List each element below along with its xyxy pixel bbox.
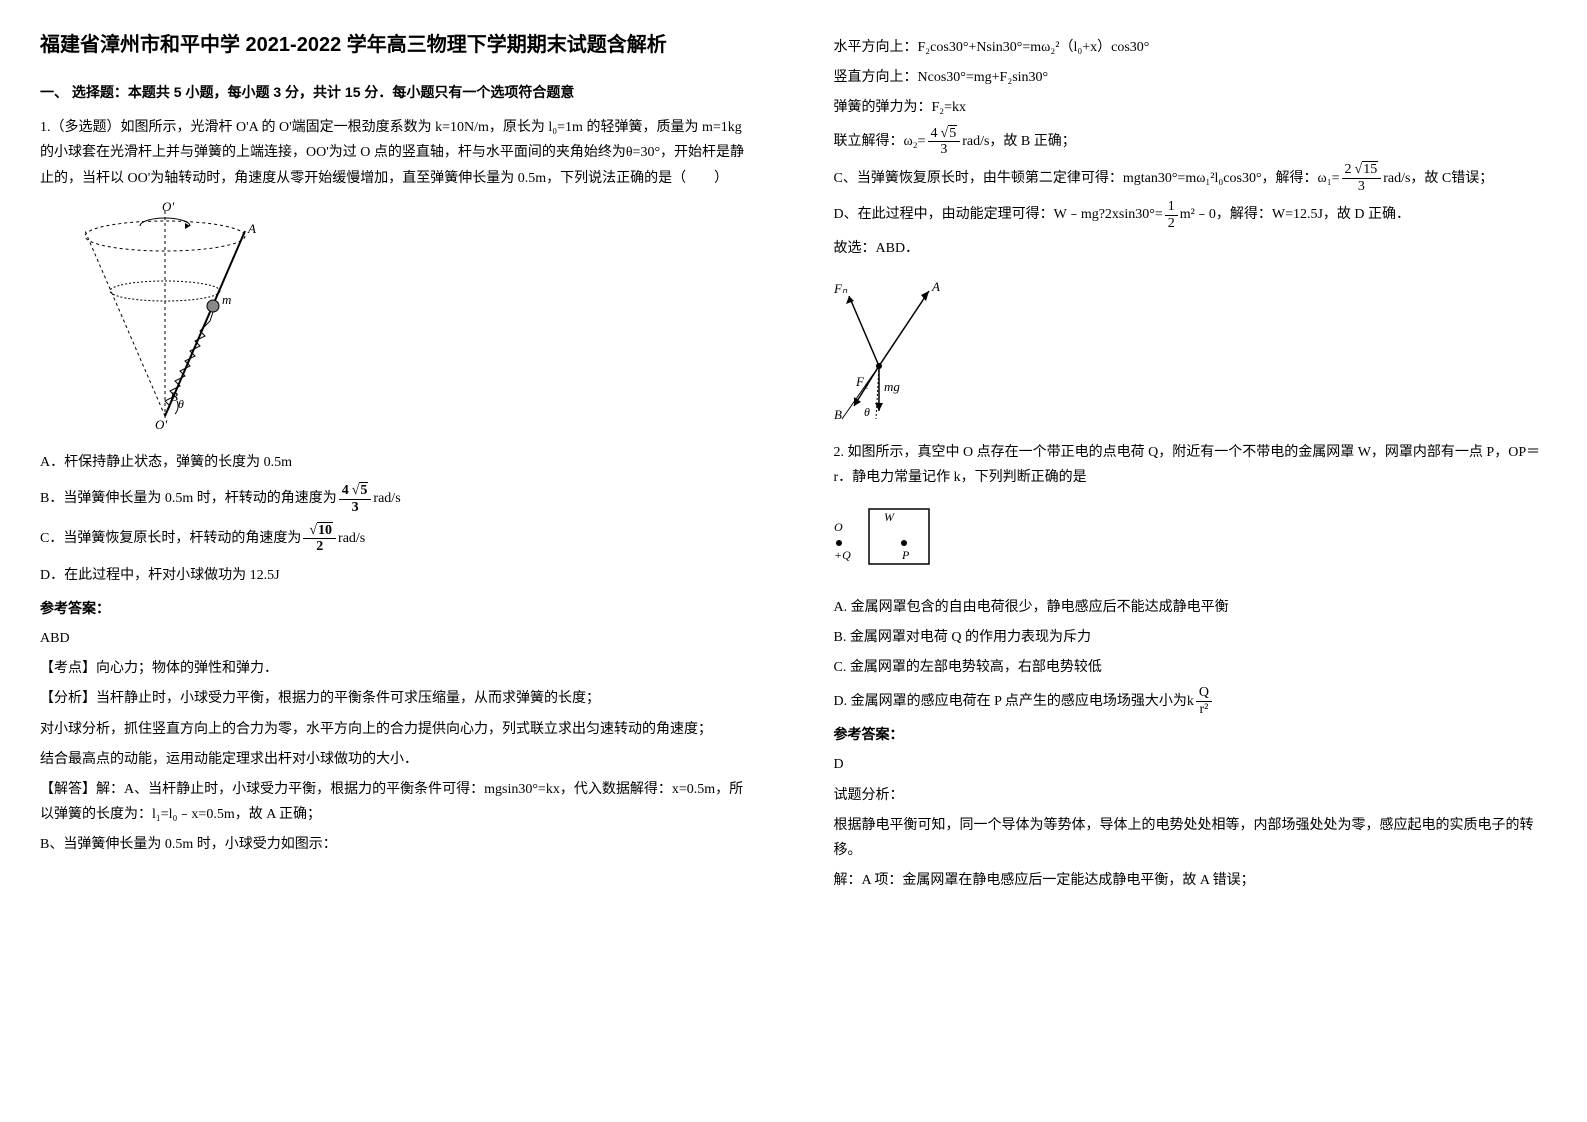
optC-fraction: 10 2	[303, 523, 336, 555]
r4: 联立解得：ω₂= 45 3 rad/s，故 B 正确；	[834, 126, 1548, 158]
r6: D、在此过程中，由动能定理可得：W﹣mg?2xsin30°= 1 2 m²﹣0，…	[834, 199, 1548, 231]
q2-stem: 2. 如图所示，真空中 O 点存在一个带正电的点电荷 Q，附近有一个不带电的金属…	[834, 440, 1548, 490]
q1-analysis4: 结合最高点的动能，运用动能定理求出杆对小球做功的大小．	[40, 747, 754, 772]
r1: 水平方向上：F₂cos30°+Nsin30°=mω₂²（l₀+x）cos30°	[834, 35, 1548, 60]
r5-prefix: C、当弹簧恢复原长时，由牛顿第二定律可得：mgtan30°=mω₁²l₀cos3…	[834, 166, 1340, 191]
svg-text:O: O	[834, 520, 843, 534]
q2-C: C. 金属网罩的左部电势较高，右部电势较低	[834, 655, 1548, 680]
svg-text:B: B	[834, 407, 842, 421]
r7: 故选：ABD．	[834, 236, 1548, 261]
q1-option-d: D．在此过程中，杆对小球做功为 12.5J	[40, 563, 754, 588]
svg-text:P: P	[901, 548, 910, 562]
q2-e2: 解：A 项：金属网罩在静电感应后一定能达成静电平衡，故 A 错误；	[834, 868, 1548, 893]
r6-fraction: 1 2	[1165, 199, 1178, 231]
optC-suffix: rad/s	[338, 526, 365, 551]
svg-text:A: A	[247, 221, 256, 236]
q1-figure: O' A m θ B O'	[70, 201, 270, 440]
right-column: 水平方向上：F₂cos30°+Nsin30°=mω₂²（l₀+x）cos30° …	[794, 0, 1587, 1122]
svg-text:O': O'	[155, 417, 167, 431]
r5-fraction: 215 3	[1342, 162, 1382, 194]
svg-text:mg: mg	[884, 379, 900, 394]
answer-label: 参考答案：	[40, 596, 754, 621]
q1-analysis6: B、当弹簧伸长量为 0.5m 时，小球受力如图示：	[40, 832, 754, 857]
answer-label-2: 参考答案：	[834, 722, 1548, 747]
svg-text:θ: θ	[178, 397, 184, 411]
r3: 弹簧的弹力为：F₂=kx	[834, 95, 1548, 120]
q1-analysis3: 对小球分析，抓住竖直方向上的合力为零，水平方向上的合力提供向心力，列式联立求出匀…	[40, 717, 754, 742]
document-title: 福建省漳州市和平中学 2021-2022 学年高三物理下学期期末试题含解析	[40, 30, 754, 60]
q1-option-a: A．杆保持静止状态，弹簧的长度为 0.5m	[40, 450, 754, 475]
q2D-prefix: D. 金属网罩的感应电荷在 P 点产生的感应电场场强大小为	[834, 689, 1187, 714]
q2-answer: D	[834, 752, 1548, 777]
q2-A: A. 金属网罩包含的自由电荷很少，静电感应后不能达成静电平衡	[834, 595, 1548, 620]
svg-text:O': O'	[162, 201, 174, 214]
q1-option-b: B．当弹簧伸长量为 0.5m 时，杆转动的角速度为 45 3 rad/s	[40, 483, 754, 515]
r4-suffix: rad/s，故 B 正确；	[962, 129, 1076, 154]
r6-suffix: m²﹣0，解得：W=12.5J，故 D 正确．	[1180, 202, 1410, 227]
svg-text:F₂: F₂	[855, 374, 869, 389]
q1-answer: ABD	[40, 626, 754, 651]
optB-suffix: rad/s	[373, 486, 400, 511]
svg-text:A: A	[931, 279, 940, 294]
q2-figure: W O +Q P	[834, 501, 934, 585]
section-header: 一、 选择题：本题共 5 小题，每小题 3 分，共计 15 分．每小题只有一个选…	[40, 80, 754, 105]
q2D-fraction: Q r²	[1196, 685, 1212, 717]
r4-fraction: 45 3	[928, 126, 961, 158]
svg-text:m: m	[222, 292, 231, 307]
q2D-k: k	[1187, 689, 1194, 714]
r5-suffix: rad/s，故 C错误；	[1383, 166, 1493, 191]
r6-prefix: D、在此过程中，由动能定理可得：W﹣mg?2xsin30°=	[834, 202, 1163, 227]
svg-text:Fₙ: Fₙ	[834, 281, 848, 296]
optB-fraction: 45 3	[339, 483, 372, 515]
explain-label: 试题分析：	[834, 783, 1548, 808]
r2: 竖直方向上：Ncos30°=mg+F₂sin30°	[834, 65, 1548, 90]
q2-e1: 根据静电平衡可知，同一个导体为等势体，导体上的电势处处相等，内部场强处处为零，感…	[834, 813, 1548, 863]
optC-prefix: C．当弹簧恢复原长时，杆转动的角速度为	[40, 526, 301, 551]
q1-analysis5: 【解答】解：A、当杆静止时，小球受力平衡，根据力的平衡条件可得：mgsin30°…	[40, 777, 754, 827]
svg-text:W: W	[884, 510, 895, 524]
q1-stem: 1.（多选题）如图所示，光滑杆 O'A 的 O'端固定一根劲度系数为 k=10N…	[40, 115, 754, 191]
q1-option-c: C．当弹簧恢复原长时，杆转动的角速度为 10 2 rad/s	[40, 523, 754, 555]
left-column: 福建省漳州市和平中学 2021-2022 学年高三物理下学期期末试题含解析 一、…	[0, 0, 794, 1122]
svg-text:θ: θ	[864, 405, 870, 419]
q1-analysis2: 【分析】当杆静止时，小球受力平衡，根据力的平衡条件可求压缩量，从而求弹簧的长度；	[40, 686, 754, 711]
svg-text:B: B	[170, 389, 178, 404]
q2-D: D. 金属网罩的感应电荷在 P 点产生的感应电场场强大小为 k Q r²	[834, 685, 1548, 717]
optB-prefix: B．当弹簧伸长量为 0.5m 时，杆转动的角速度为	[40, 486, 337, 511]
r4-prefix: 联立解得：ω₂=	[834, 129, 926, 154]
q2-B: B. 金属网罩对电荷 Q 的作用力表现为斥力	[834, 625, 1548, 650]
q1-analysis1: 【考点】向心力；物体的弹性和弹力．	[40, 656, 754, 681]
r5: C、当弹簧恢复原长时，由牛顿第二定律可得：mgtan30°=mω₁²l₀cos3…	[834, 162, 1548, 194]
svg-text:+Q: +Q	[834, 548, 851, 562]
fbd-figure: Fₙ A mg F₂ B θ	[834, 271, 974, 430]
